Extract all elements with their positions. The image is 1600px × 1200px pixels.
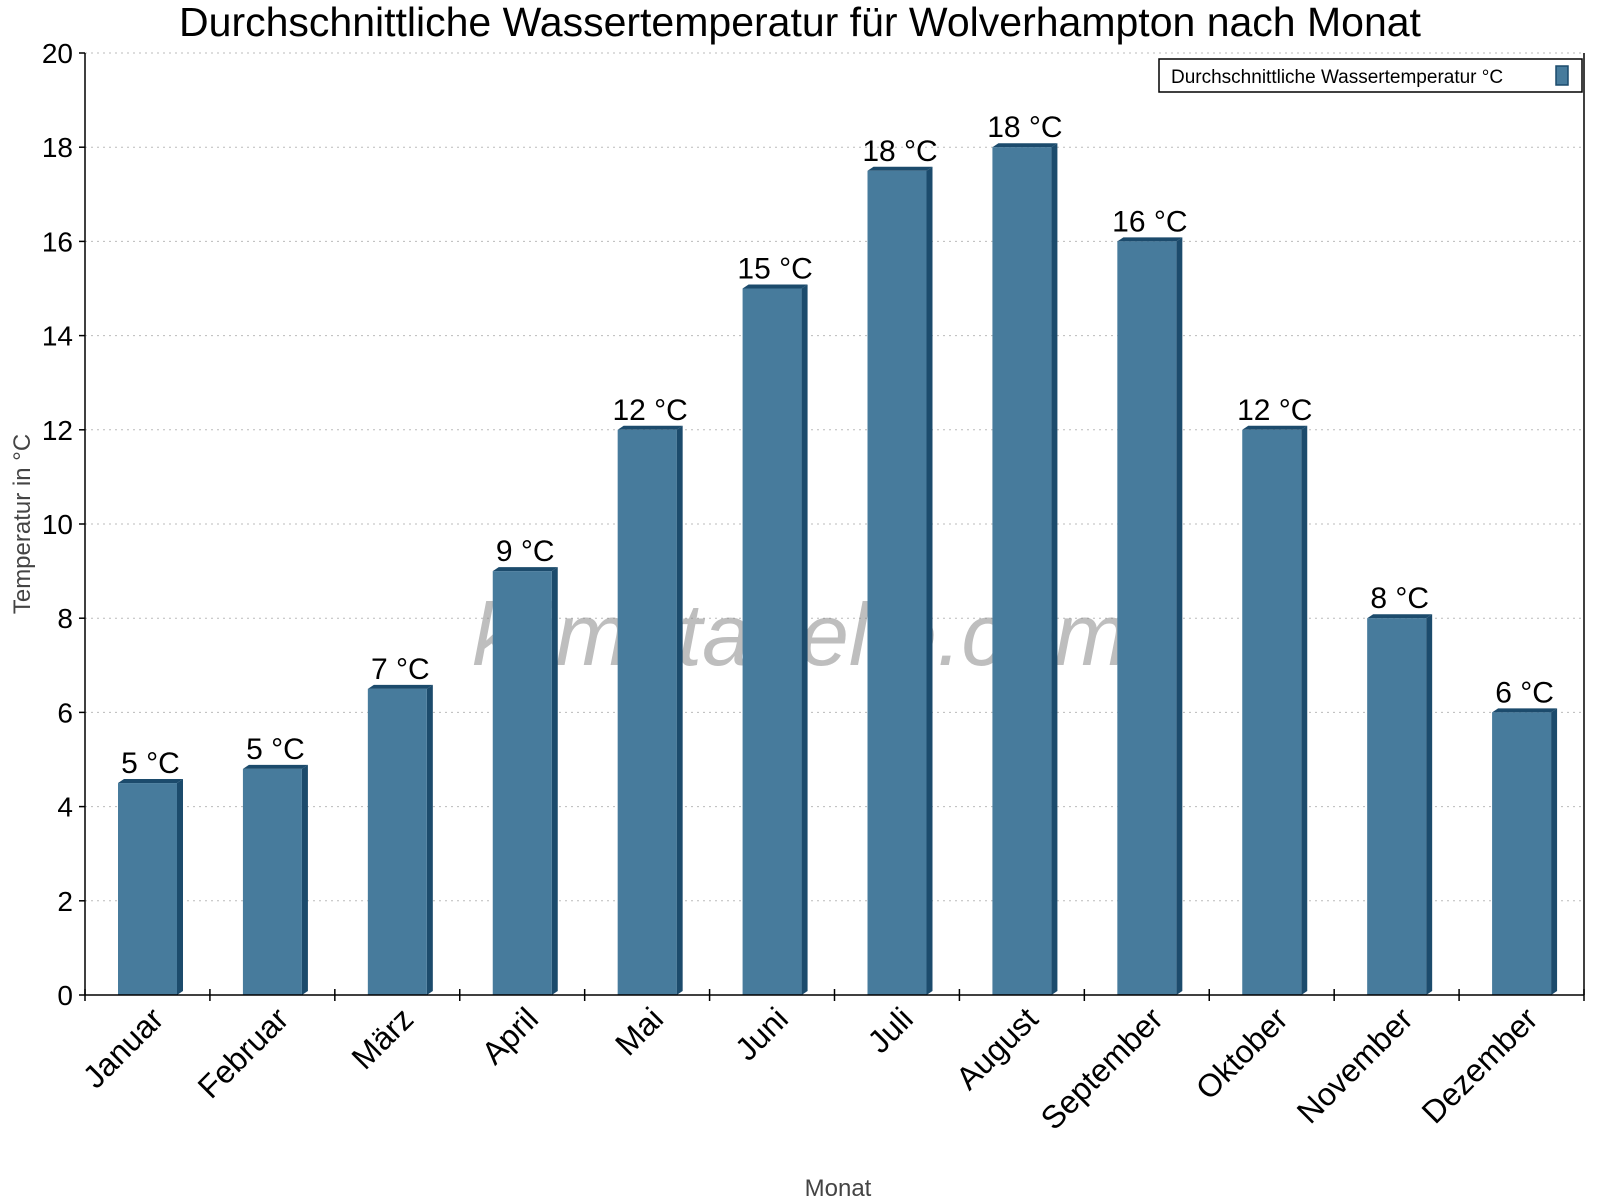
legend: Durchschnittliche Wassertemperatur °C: [1158, 58, 1583, 93]
bar-top: [367, 684, 433, 689]
y-tick-label: 14: [42, 321, 73, 352]
x-tick-label: Januar: [76, 1000, 171, 1095]
x-tick-label: Februar: [191, 1000, 296, 1105]
bar: [992, 147, 1052, 995]
bar: [367, 688, 427, 995]
bar-side: [926, 166, 933, 995]
y-tick-label: 12: [42, 415, 73, 446]
bar-top: [118, 779, 183, 784]
y-tick-label: 10: [42, 509, 73, 540]
bar-side: [426, 684, 433, 995]
data-label: 6 °C: [1495, 676, 1554, 709]
y-tick-label: 8: [57, 603, 73, 634]
data-label: 18 °C: [987, 111, 1062, 144]
data-label: 7 °C: [371, 653, 430, 686]
x-tick-label: Juni: [728, 1000, 795, 1067]
bar: [1492, 712, 1552, 995]
chart-title: Durchschnittliche Wassertemperatur für W…: [179, 0, 1422, 45]
legend-label: Durchschnittliche Wassertemperatur °C: [1171, 67, 1503, 88]
legend-swatch: [1555, 65, 1569, 86]
bar: [617, 429, 677, 995]
bar: [1242, 429, 1302, 995]
x-axis-title: Monat: [805, 1175, 872, 1200]
bar-side: [1176, 237, 1183, 995]
bar: [242, 768, 302, 995]
bar-top: [492, 567, 558, 572]
data-label: 12 °C: [612, 394, 687, 427]
y-tick-label: 2: [57, 886, 73, 917]
bar-side: [801, 284, 808, 995]
bar-side: [177, 779, 183, 995]
bar-top: [242, 764, 308, 769]
x-tick-label: November: [1290, 1000, 1420, 1130]
bar: [1367, 618, 1427, 995]
bar-top: [617, 425, 683, 430]
bar-side: [551, 567, 558, 995]
data-label: 16 °C: [1112, 205, 1187, 238]
y-tick-label: 6: [57, 697, 73, 728]
bar: [867, 170, 927, 995]
bar: [118, 783, 177, 995]
bar-side: [1551, 708, 1558, 995]
x-tick-label: März: [345, 1000, 421, 1076]
bar-side: [1301, 425, 1308, 995]
bar-top: [1242, 425, 1308, 430]
data-label: 9 °C: [496, 535, 555, 568]
data-label: 5 °C: [246, 733, 305, 766]
y-tick-label: 20: [42, 38, 73, 69]
bar: [1117, 241, 1177, 995]
bar-top: [992, 143, 1058, 148]
bar: [492, 571, 552, 995]
bar-side: [676, 425, 683, 995]
bar-top: [1117, 237, 1183, 242]
x-tick-label: Juli: [861, 1000, 920, 1059]
bar: [742, 288, 802, 995]
bar-side: [301, 764, 308, 995]
bar-top: [742, 284, 808, 289]
y-tick-label: 16: [42, 226, 73, 257]
y-tick-label: 4: [57, 792, 73, 823]
y-tick-label: 18: [42, 132, 73, 163]
data-label: 12 °C: [1237, 394, 1312, 427]
data-label: 5 °C: [121, 747, 180, 780]
legend-box: [1158, 58, 1583, 93]
bar-top: [867, 166, 933, 171]
x-tick-label: August: [949, 1000, 1045, 1096]
data-label: 18 °C: [862, 135, 937, 168]
data-label: 15 °C: [737, 253, 812, 286]
bars: 5 °C 5 °C 7 °C 9 °C 12 °C 15 °C 18 °C 18 °C 16 °…: [118, 111, 1558, 995]
x-tick-label: Dezember: [1415, 1000, 1545, 1130]
bar-side: [1426, 614, 1433, 995]
x-tick-label: September: [1034, 1000, 1170, 1136]
x-tick-label: April: [474, 1000, 545, 1071]
y-axis-title: Temperatur in °C: [9, 434, 36, 614]
bar-side: [1051, 143, 1058, 995]
y-tick-label: 0: [57, 980, 73, 1011]
x-tick-label: Mai: [608, 1000, 670, 1062]
bar-top: [1367, 614, 1433, 619]
bar-top: [1492, 708, 1558, 713]
gridlines: [85, 52, 1584, 902]
data-label: 8 °C: [1370, 582, 1429, 615]
x-tick-label: Oktober: [1189, 1000, 1295, 1106]
